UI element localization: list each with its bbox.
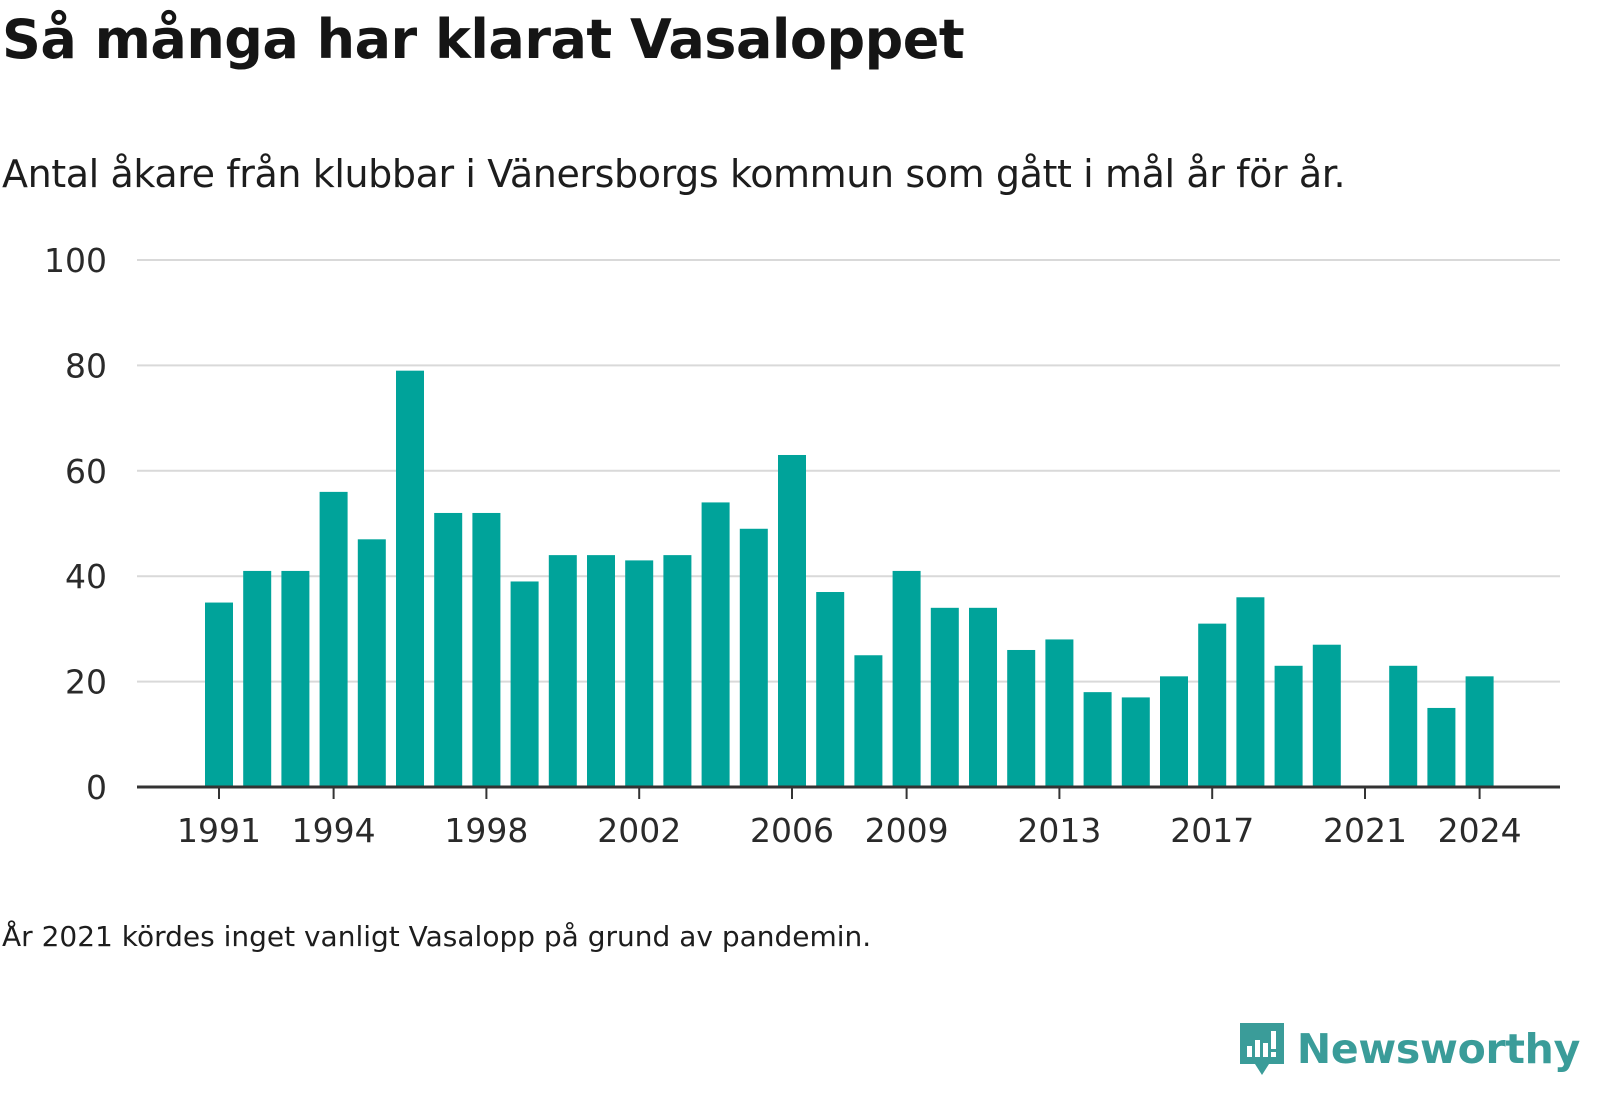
bar-1994 — [319, 491, 348, 787]
bars — [205, 370, 1494, 787]
bar-1992 — [243, 570, 272, 787]
y-tick-label: 100 — [44, 241, 107, 280]
bar-1998 — [472, 512, 501, 787]
y-tick-label: 60 — [65, 452, 107, 491]
x-axis-ticks: 1991 1994 1998 2002 2006 2009 2013 2017 2021 2024 — [177, 787, 1522, 850]
bar-2000 — [548, 555, 577, 787]
bar-2011 — [969, 607, 997, 787]
bar-1995 — [357, 539, 386, 787]
bar-2014 — [1083, 692, 1112, 787]
bar-chart: 0 20 40 60 80 100 1991 1994 1998 2002 2006 2009 201… — [44, 241, 1560, 850]
bar-2020 — [1312, 644, 1341, 787]
bar-2005 — [739, 528, 768, 787]
bar-2012 — [1007, 649, 1036, 787]
brand-name: Newsworthy — [1296, 1025, 1580, 1073]
chart-title: Så många har klarat Vasaloppet — [2, 8, 965, 71]
bar-1997 — [434, 512, 463, 787]
bar-2006 — [778, 454, 806, 787]
bar-1996 — [396, 370, 424, 787]
bar-2008 — [854, 655, 883, 787]
footnote: År 2021 kördes inget vanligt Vasalopp på… — [2, 920, 872, 953]
bar-2018 — [1236, 597, 1265, 787]
x-tick-label: 2013 — [1017, 811, 1101, 850]
bar-2004 — [701, 502, 730, 787]
bar-2017 — [1198, 623, 1227, 787]
bar-2009 — [892, 570, 921, 787]
y-tick-label: 0 — [86, 768, 107, 807]
bar-2015 — [1121, 697, 1150, 787]
bar-2007 — [816, 592, 845, 787]
x-tick-label: 1991 — [177, 811, 261, 850]
y-tick-label: 80 — [65, 346, 107, 385]
y-axis-ticks: 0 20 40 60 80 100 — [44, 241, 107, 807]
x-tick-label: 2009 — [865, 811, 949, 850]
x-tick-label: 2002 — [597, 811, 681, 850]
bar-1991 — [205, 602, 233, 787]
x-tick-label: 2024 — [1438, 811, 1522, 850]
brand: Newsworthy — [1237, 1020, 1580, 1078]
bar-2022 — [1389, 665, 1418, 787]
bar-2013 — [1045, 639, 1074, 787]
x-tick-label: 1994 — [292, 811, 376, 850]
x-tick-label: 2017 — [1170, 811, 1254, 850]
y-tick-label: 20 — [65, 663, 107, 702]
bar-2023 — [1427, 707, 1456, 787]
bar-2002 — [625, 560, 654, 787]
bar-2019 — [1274, 665, 1303, 787]
bar-2001 — [587, 555, 615, 787]
x-tick-label: 2021 — [1323, 811, 1407, 850]
chart-subtitle: Antal åkare från klubbar i Vänersborgs k… — [2, 152, 1346, 196]
bar-2024 — [1465, 676, 1494, 787]
bar-2003 — [663, 555, 692, 787]
bar-2016 — [1160, 676, 1188, 787]
bar-1999 — [510, 581, 539, 787]
bar-2010 — [930, 607, 959, 787]
gridlines — [137, 259, 1560, 683]
x-tick-label: 2006 — [750, 811, 834, 850]
x-tick-label: 1998 — [444, 811, 528, 850]
newsworthy-logo-icon — [1239, 1023, 1284, 1075]
y-tick-label: 40 — [65, 557, 107, 596]
bar-1993 — [281, 570, 310, 787]
